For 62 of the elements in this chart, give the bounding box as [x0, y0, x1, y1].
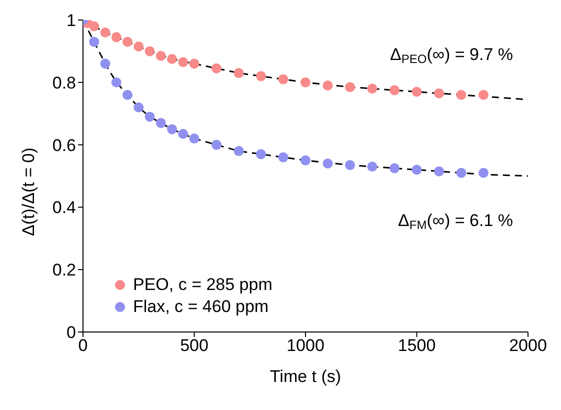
point [278, 74, 288, 84]
point [111, 32, 122, 42]
point [434, 88, 444, 98]
annotation: Δ$_{PEO}$(∞) = 9.7 % [390, 45, 513, 66]
x-tick-label: 2000 [509, 336, 547, 356]
point [212, 140, 222, 150]
point [212, 63, 222, 74]
point [100, 58, 110, 69]
point [412, 164, 422, 175]
point [234, 68, 244, 78]
point [178, 57, 188, 68]
point [144, 112, 155, 122]
point [189, 134, 200, 144]
x-tick-label: 1500 [398, 336, 436, 356]
x-tick-label: 500 [180, 336, 208, 356]
y-tick-label: 0.8 [52, 73, 76, 92]
point [256, 71, 266, 82]
point [300, 155, 310, 166]
point [156, 50, 166, 61]
point [178, 128, 188, 139]
point [122, 36, 132, 47]
point [345, 82, 355, 92]
y-tick-label: 0.4 [52, 198, 76, 218]
point [122, 90, 132, 100]
legend-label: Flax, c = 460 ppm [133, 296, 269, 318]
point [134, 42, 144, 52]
annotation: Δ$_{FM}$(∞) = 6.1 % [398, 211, 513, 232]
point [478, 168, 488, 178]
y-axis-title: Δ(t)/Δ(t = 0) [19, 148, 38, 236]
y-tick-label: 0 [66, 323, 76, 342]
legend-label: PEO, c = 285 ppm [133, 274, 272, 296]
x-axis-title: Time t (s) [270, 367, 342, 386]
point [134, 102, 144, 112]
point [390, 85, 400, 96]
point [478, 90, 488, 100]
point [167, 54, 177, 64]
point [412, 86, 422, 97]
point [300, 77, 310, 88]
point [390, 163, 400, 174]
point [111, 77, 122, 88]
point [144, 46, 155, 56]
point [322, 80, 333, 91]
point [100, 27, 110, 38]
point [234, 146, 244, 156]
point [345, 160, 355, 170]
y-tick-label: 0.6 [52, 136, 76, 155]
point [367, 84, 378, 94]
point [189, 58, 200, 69]
point [367, 162, 378, 172]
y-tick-label: 0.2 [52, 260, 76, 280]
point [322, 158, 333, 169]
point [456, 90, 466, 100]
point [89, 21, 100, 32]
point [156, 118, 166, 128]
point [434, 166, 444, 176]
x-tick-label: 1000 [286, 336, 324, 356]
point [167, 124, 177, 134]
point [89, 36, 100, 47]
point [278, 152, 288, 162]
point [256, 149, 266, 160]
point [456, 168, 466, 178]
y-tick-label: 1 [66, 11, 76, 30]
